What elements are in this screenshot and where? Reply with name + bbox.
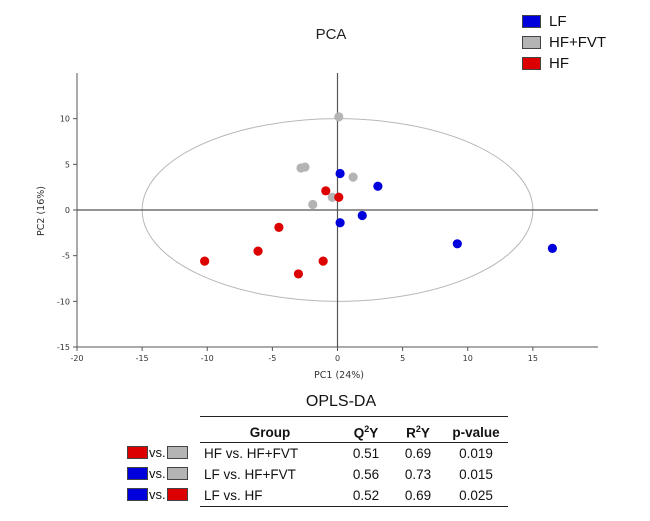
data-point-hf [253, 246, 263, 256]
x-tick-label: 15 [528, 354, 538, 363]
comparison-swatch-left [127, 446, 148, 460]
x-tick-label: -5 [268, 354, 276, 363]
data-point-hf [200, 256, 210, 266]
data-point-hf-fvt [308, 199, 318, 210]
y-tick-label: 5 [65, 160, 70, 169]
y-tick-label: -5 [62, 252, 70, 261]
row-r2y: 0.73 [404, 466, 432, 482]
data-point-lf [357, 210, 367, 221]
y-tick-label: -10 [57, 297, 70, 306]
header-q2y: Q2Y [340, 416, 392, 443]
x-tick-label: 5 [400, 354, 405, 363]
comparison-color-key: vs. vs. vs. [127, 442, 188, 505]
row-q2y: 0.56 [352, 466, 380, 482]
header-p-value: p-value [444, 416, 508, 443]
data-point-hf-fvt [348, 172, 358, 182]
chart-title: PCA [316, 26, 347, 43]
vs-label: vs. [149, 466, 166, 482]
legend-item: LF [522, 11, 606, 32]
legend-label: HF+FVT [549, 34, 607, 51]
comparison-key-row: vs. [127, 442, 188, 463]
x-axis-label: PC1 (24%) [314, 370, 364, 381]
y-axis-label: PC2 (16%) [36, 186, 47, 236]
x-tick-label: -20 [70, 354, 83, 363]
legend-item: HF+FVT [522, 32, 606, 53]
x-tick-label: 0 [335, 354, 340, 363]
x-tick-label: -10 [201, 354, 214, 363]
data-point-hf-fvt [300, 162, 310, 172]
data-point-hf [318, 256, 328, 266]
y-tick-label: 0 [65, 206, 70, 215]
comparison-swatch-left [127, 467, 148, 481]
data-point-hf [321, 186, 331, 196]
legend-swatch [522, 15, 541, 28]
y-tick-label: -15 [57, 343, 70, 352]
table-row: LF vs. HF 0.52 0.69 0.025 [200, 484, 508, 507]
row-r2y: 0.69 [392, 484, 444, 507]
row-group: HF vs. HF+FVT [204, 445, 299, 461]
comparison-swatch-right [166, 488, 188, 502]
data-points [200, 112, 558, 279]
table-header-row: Group Q2Y R2Y p-value [200, 416, 508, 443]
chart-legend: LF HF+FVT HF [522, 11, 606, 74]
data-point-lf [335, 168, 345, 179]
row-q2y: 0.51 [352, 445, 380, 461]
comparison-swatch-right [166, 467, 188, 481]
row-p-value: 0.015 [459, 466, 493, 482]
table-row: LF vs. HF+FVT 0.56 0.73 0.015 [200, 464, 508, 485]
data-point-hf [274, 222, 284, 232]
row-group: LF vs. HF+FVT [204, 466, 296, 482]
header-group: Group [200, 416, 340, 443]
data-point-hf-fvt [334, 112, 344, 122]
header-r2y: R2Y [392, 416, 444, 443]
legend-swatch [522, 36, 541, 49]
legend-swatch [522, 57, 541, 70]
y-tick-label: 10 [60, 115, 70, 124]
data-point-lf [452, 239, 462, 249]
row-q2y: 0.52 [340, 484, 392, 507]
comparison-swatch-left [127, 488, 148, 502]
x-tick-label: 10 [463, 354, 473, 363]
row-p-value: 0.019 [459, 445, 493, 461]
row-p-value: 0.025 [444, 484, 508, 507]
legend-item: HF [522, 53, 606, 74]
row-r2y: 0.69 [404, 445, 432, 461]
legend-label: LF [549, 13, 567, 30]
data-point-lf [373, 181, 383, 191]
vs-label: vs. [149, 445, 166, 461]
opls-da-table: Group Q2Y R2Y p-value HF vs. HF+FVT 0.51… [200, 416, 508, 507]
comparison-key-row: vs. [127, 484, 188, 505]
x-tick-label: -15 [136, 354, 149, 363]
legend-label: HF [549, 55, 569, 72]
data-point-hf [334, 192, 344, 202]
row-group: LF vs. HF [200, 484, 340, 507]
vs-label: vs. [149, 487, 166, 503]
table-row: HF vs. HF+FVT 0.51 0.69 0.019 [200, 442, 508, 464]
comparison-key-row: vs. [127, 463, 188, 484]
comparison-swatch-right [166, 446, 188, 460]
opls-da-title: OPLS-DA [305, 393, 377, 410]
data-point-lf [335, 218, 345, 228]
data-point-lf [547, 243, 558, 253]
data-point-hf-fvt [327, 192, 337, 202]
data-point-hf [293, 269, 304, 279]
